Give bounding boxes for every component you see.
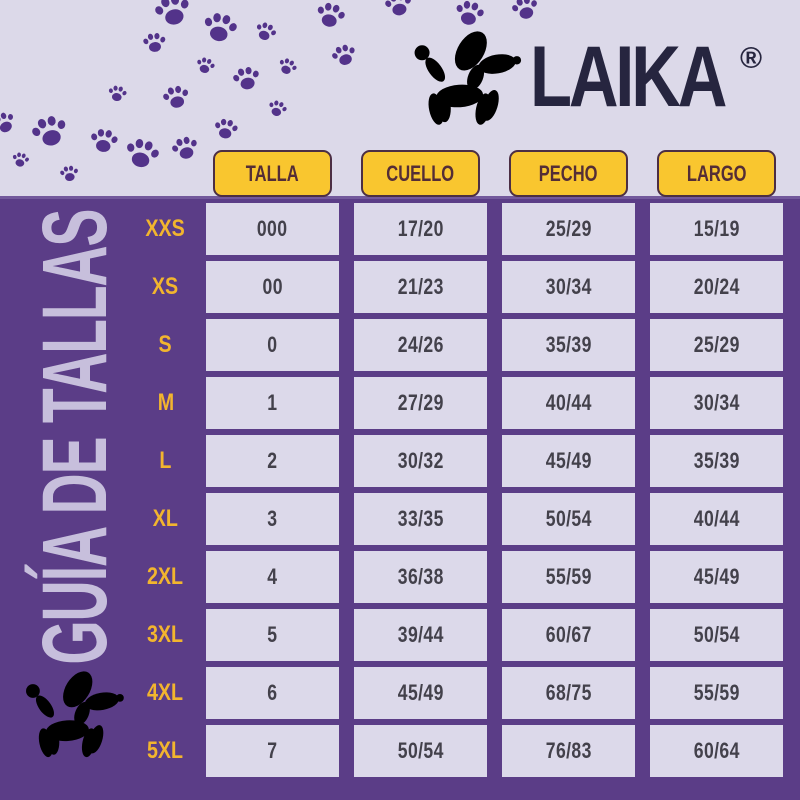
pecho-cell: 35/39 — [502, 319, 635, 371]
largo-cell: 25/29 — [650, 319, 783, 371]
cuello-cell: 36/38 — [354, 551, 487, 603]
paw-print-icon — [509, 0, 542, 22]
paw-print-icon — [329, 41, 360, 69]
balloon-dog-icon — [408, 28, 530, 132]
size-row-label: 3XL — [147, 621, 184, 648]
paw-print-icon — [141, 31, 168, 54]
paw-print-icon — [160, 83, 192, 111]
paw-print-icon — [313, 0, 348, 31]
band-divider — [0, 196, 800, 199]
paw-print-icon — [212, 117, 240, 141]
talla-cell: 000 — [206, 203, 339, 255]
pecho-cell: 40/44 — [502, 377, 635, 429]
talla-cell: 4 — [206, 551, 339, 603]
largo-cell: 40/44 — [650, 493, 783, 545]
talla-cell: 2 — [206, 435, 339, 487]
column-header-pecho: PECHO — [509, 150, 628, 197]
cuello-cell: 30/32 — [354, 435, 487, 487]
largo-cell: 50/54 — [650, 609, 783, 661]
talla-cell: 6 — [206, 667, 339, 719]
largo-cell: 20/24 — [650, 261, 783, 313]
cuello-cell: 33/35 — [354, 493, 487, 545]
paw-print-icon — [200, 10, 240, 45]
largo-cell: 35/39 — [650, 435, 783, 487]
size-table: TALLA CUELLO PECHO LARGO XXS 000 17/20 2… — [140, 150, 783, 777]
size-row-label: 2XL — [147, 563, 184, 590]
paw-print-icon — [0, 108, 20, 138]
column-header-largo: LARGO — [657, 150, 776, 197]
talla-cell: 7 — [206, 725, 339, 777]
page-title: GUÍA DE TALLAS — [23, 209, 126, 665]
talla-cell: 1 — [206, 377, 339, 429]
size-row-label: 4XL — [147, 679, 184, 706]
pecho-cell: 68/75 — [502, 667, 635, 719]
pecho-cell: 25/29 — [502, 203, 635, 255]
paw-print-icon — [382, 0, 415, 18]
header-spacer — [140, 150, 191, 197]
size-row-label: XS — [152, 273, 179, 300]
size-row-label: M — [157, 389, 174, 416]
cuello-cell: 50/54 — [354, 725, 487, 777]
cuello-cell: 39/44 — [354, 609, 487, 661]
paw-print-icon — [88, 127, 120, 154]
size-row-label: 5XL — [147, 737, 184, 764]
talla-cell: 00 — [206, 261, 339, 313]
largo-cell: 15/19 — [650, 203, 783, 255]
column-header-cuello: CUELLO — [361, 150, 480, 197]
paw-print-icon — [10, 151, 31, 169]
column-header-talla: TALLA — [213, 150, 332, 197]
pecho-cell: 76/83 — [502, 725, 635, 777]
cuello-cell: 24/26 — [354, 319, 487, 371]
pecho-cell: 30/34 — [502, 261, 635, 313]
pecho-cell: 50/54 — [502, 493, 635, 545]
talla-cell: 5 — [206, 609, 339, 661]
paw-print-icon — [452, 0, 487, 28]
paw-print-icon — [151, 0, 195, 29]
pecho-cell: 60/67 — [502, 609, 635, 661]
balloon-dog-watermark-icon — [20, 668, 132, 764]
pecho-cell: 45/49 — [502, 435, 635, 487]
paw-print-icon — [275, 55, 300, 78]
size-row-label: S — [158, 331, 173, 358]
cuello-cell: 27/29 — [354, 377, 487, 429]
talla-cell: 3 — [206, 493, 339, 545]
cuello-cell: 21/23 — [354, 261, 487, 313]
size-row-label: L — [159, 447, 172, 474]
paw-print-icon — [58, 164, 80, 183]
size-row-label: XL — [152, 505, 179, 532]
pecho-cell: 55/59 — [502, 551, 635, 603]
brand-name: LAIKA — [530, 29, 727, 125]
largo-cell: 45/49 — [650, 551, 783, 603]
size-row-label: XXS — [145, 215, 186, 242]
paw-print-icon — [28, 112, 72, 151]
cuello-cell: 17/20 — [354, 203, 487, 255]
paw-print-icon — [106, 84, 129, 103]
largo-cell: 30/34 — [650, 377, 783, 429]
paw-print-icon — [252, 19, 280, 44]
paw-print-icon — [265, 98, 289, 119]
largo-cell: 60/64 — [650, 725, 783, 777]
paw-print-icon — [230, 64, 263, 93]
talla-cell: 0 — [206, 319, 339, 371]
paw-print-icon — [194, 55, 217, 76]
cuello-cell: 45/49 — [354, 667, 487, 719]
largo-cell: 55/59 — [650, 667, 783, 719]
registered-trademark: ® — [740, 42, 763, 75]
